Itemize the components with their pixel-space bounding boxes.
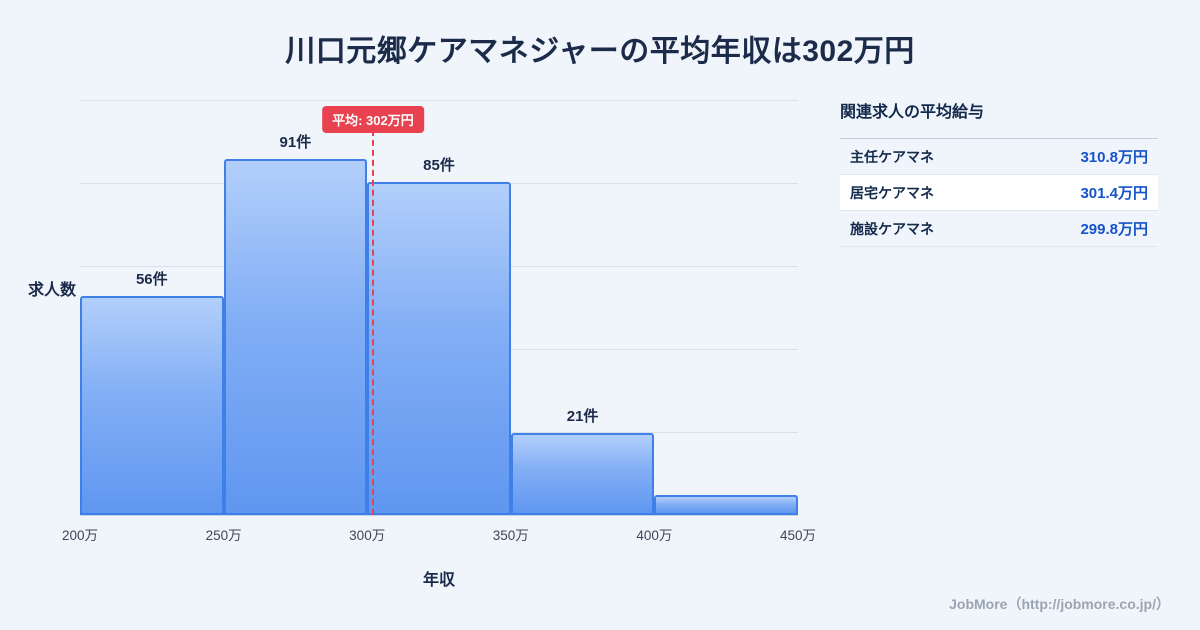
- table-row: 施設ケアマネ 299.8万円: [840, 211, 1158, 247]
- histogram-bars: 56件 91件 85件 21件: [80, 100, 798, 515]
- histogram-bar: [510, 432, 655, 515]
- job-type-label: 居宅ケアマネ: [850, 184, 934, 201]
- x-axis-tick: 400万: [636, 528, 673, 543]
- bar-count-label: 21件: [566, 407, 599, 425]
- histogram-bin: 56件: [80, 100, 224, 515]
- x-axis-tick: 450万: [779, 528, 817, 543]
- bar-count-label: 85件: [423, 157, 455, 175]
- gridline: [80, 100, 798, 101]
- bar-count-label: 91件: [279, 133, 312, 151]
- histogram-bin: 91件: [223, 100, 368, 515]
- bar-count-label: [654, 471, 798, 488]
- histogram-bar: [654, 495, 798, 515]
- x-axis-tick: 350万: [492, 528, 529, 543]
- salary-table: 主任ケアマネ 310.8万円 居宅ケアマネ 301.4万円 施設ケアマネ 299…: [840, 138, 1158, 247]
- x-axis-tick: 200万: [61, 528, 99, 543]
- page-title: 川口元郷ケアマネジャーの平均年収は302万円: [285, 35, 915, 68]
- histogram-bin: 21件: [510, 100, 655, 515]
- x-axis-tick: 250万: [205, 528, 242, 543]
- job-type-label: 施設ケアマネ: [850, 220, 934, 237]
- histogram-bar: [223, 158, 368, 515]
- y-axis-label: 求人数: [28, 282, 77, 299]
- average-badge: 平均: 302万円: [322, 106, 424, 133]
- panel-heading: 関連求人の平均給与: [840, 104, 985, 121]
- table-row: 主任ケアマネ 310.8万円: [840, 139, 1158, 175]
- histogram-bar: [80, 295, 224, 515]
- x-axis-ticks: 200万 250万 300万 350万 400万 450万: [62, 524, 816, 543]
- job-type-label: 主任ケアマネ: [850, 148, 934, 165]
- histogram-bin: [654, 100, 798, 515]
- bar-count-label: 56件: [135, 270, 168, 288]
- site-credit: JobMore（http://jobmore.co.jp/）: [949, 596, 1170, 612]
- x-axis-tick: 300万: [349, 528, 386, 543]
- x-axis-label: 年収: [422, 572, 455, 589]
- salary-value: 310.8万円: [1080, 149, 1148, 166]
- related-salary-panel: 関連求人の平均給与 主任ケアマネ 310.8万円 居宅ケアマネ 301.4万円 …: [840, 98, 1158, 247]
- salary-value: 299.8万円: [1080, 221, 1148, 238]
- histogram-plot: 56件 91件 85件 21件 平均: 302万円: [80, 100, 798, 516]
- x-axis-baseline: [80, 515, 798, 516]
- table-row: 居宅ケアマネ 301.4万円: [840, 175, 1158, 211]
- salary-value: 301.4万円: [1080, 185, 1148, 202]
- histogram-bin: 85件: [367, 100, 511, 515]
- histogram-bar: [367, 182, 511, 515]
- average-dashed-line: [371, 110, 374, 515]
